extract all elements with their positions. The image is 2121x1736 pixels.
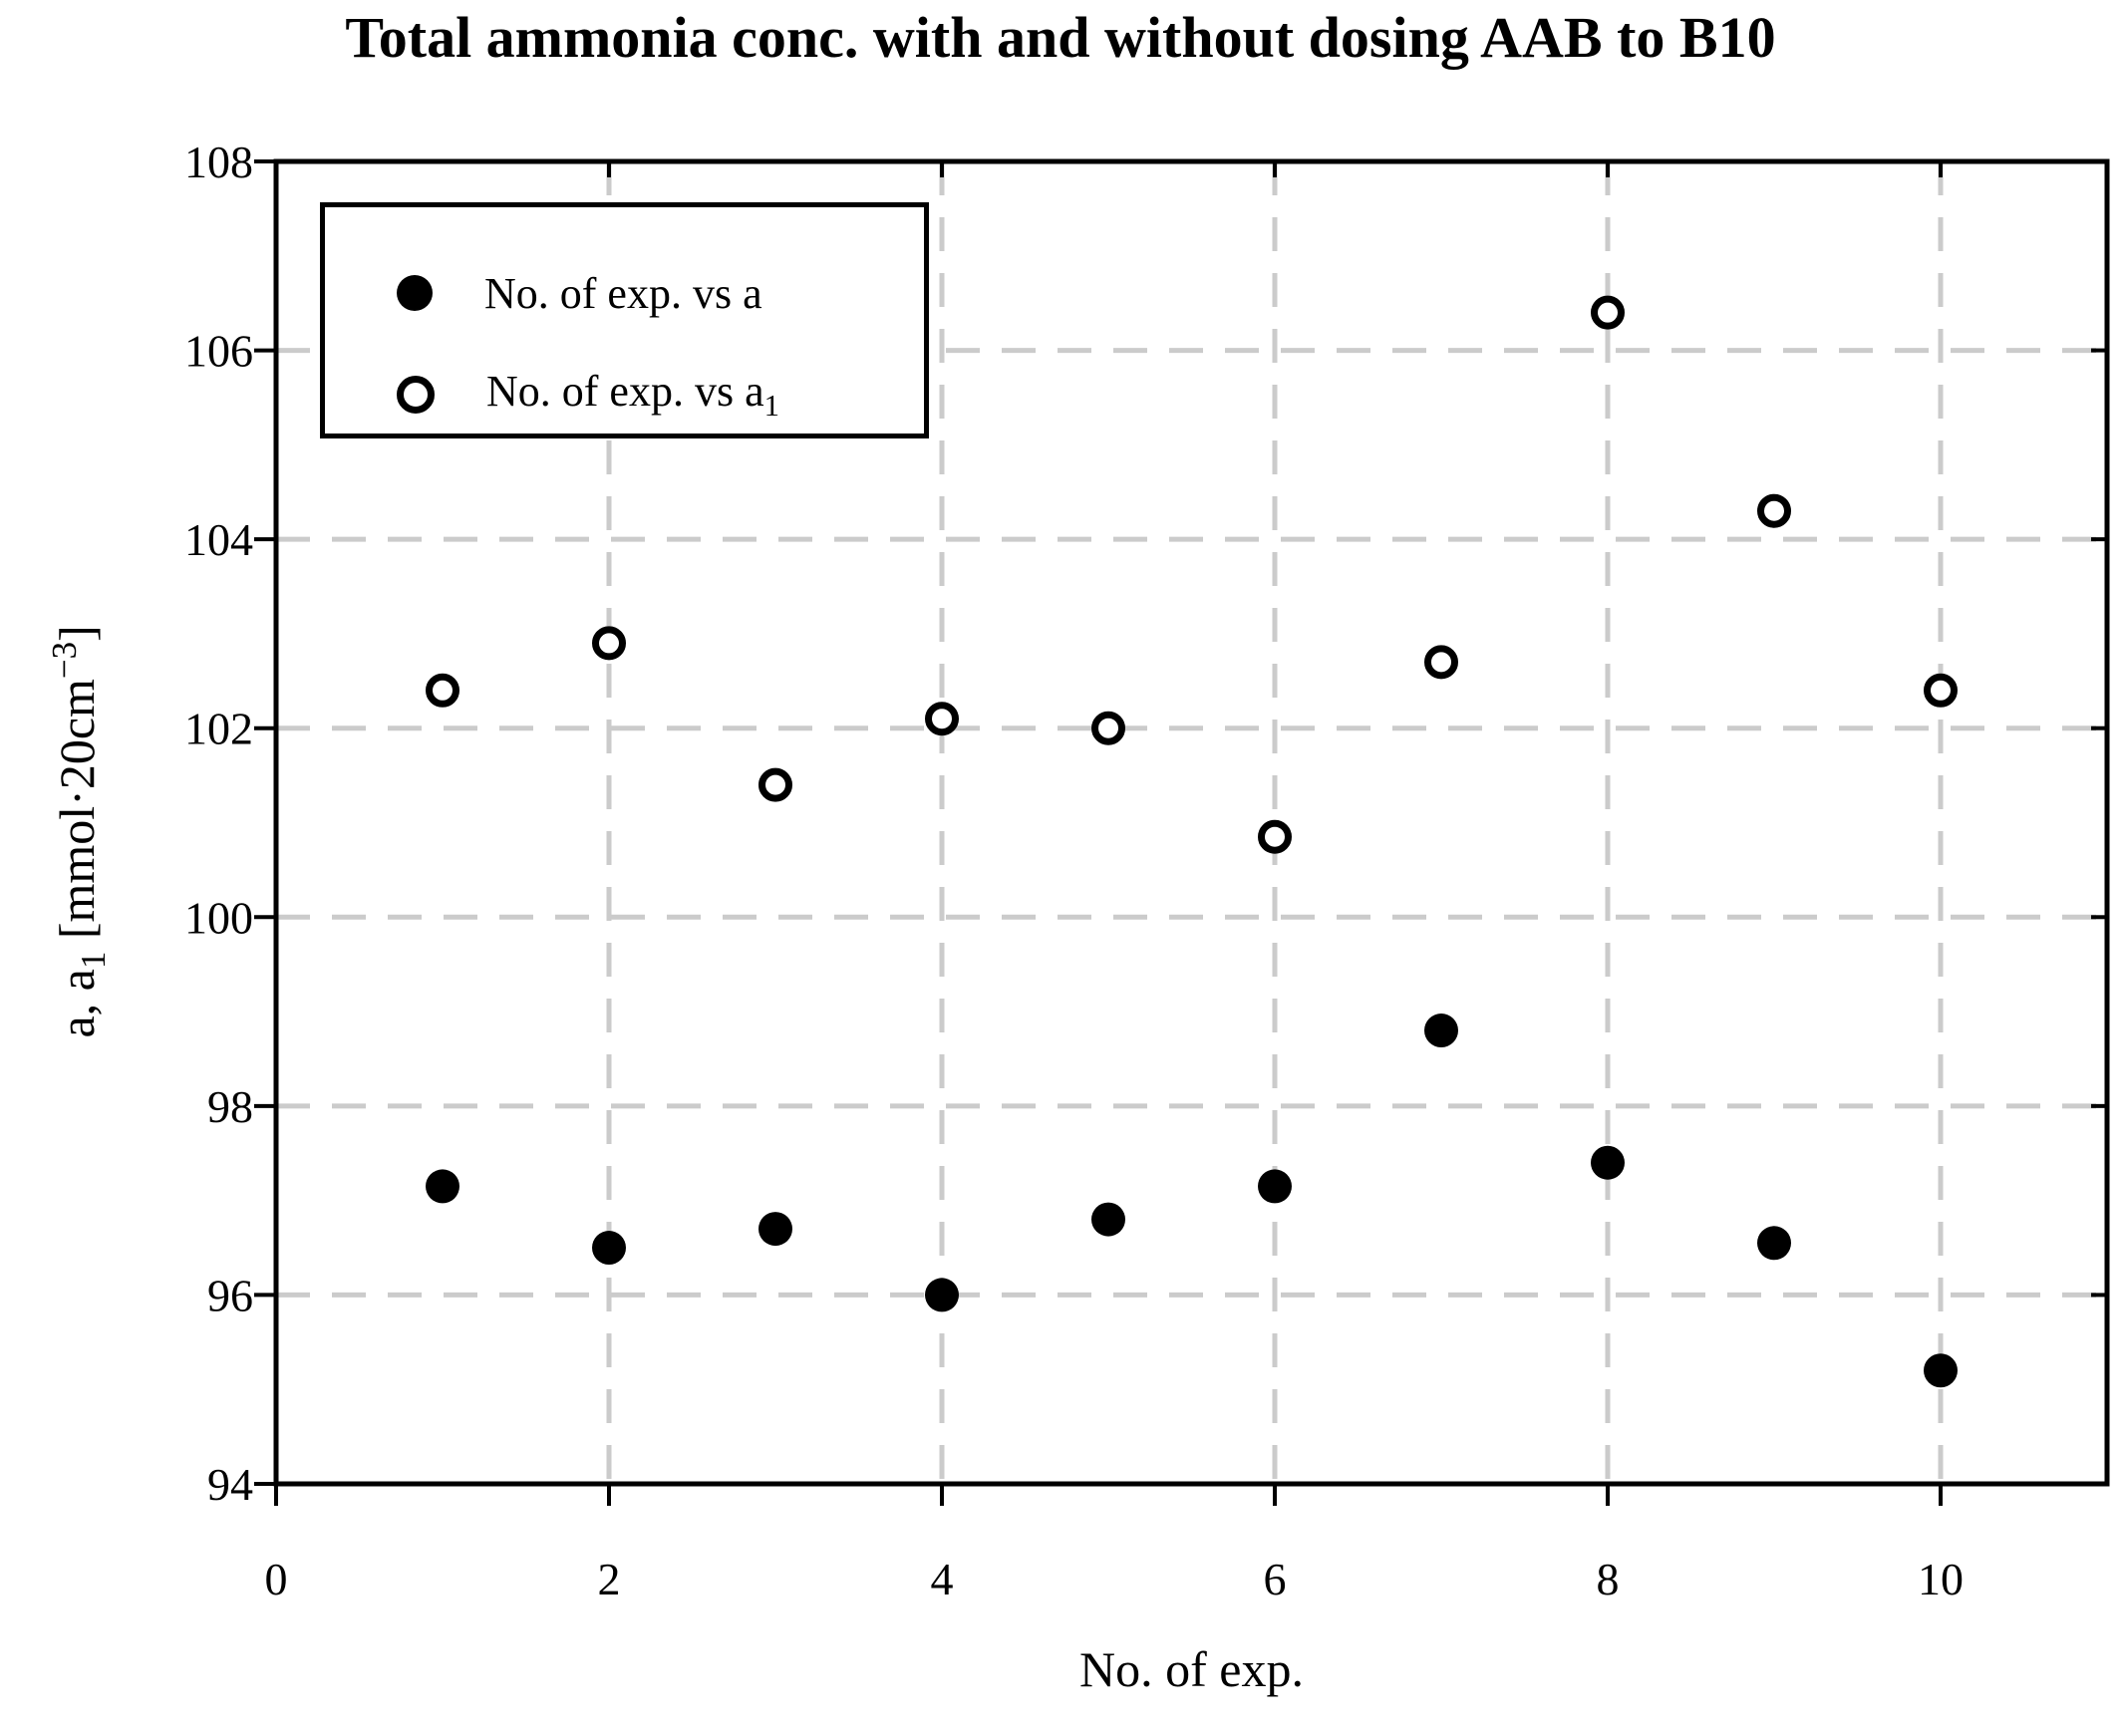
legend-label-text: No. of exp. vs a [486, 367, 764, 417]
data-point-a [1258, 1169, 1292, 1204]
y-tick-label: 104 [184, 514, 253, 565]
y-axis-title-part: −3 [45, 641, 85, 680]
plot-frame [273, 158, 2110, 1487]
x-tick-label: 2 [598, 1554, 621, 1604]
data-point-a [1424, 1013, 1458, 1048]
y-tick-label: 106 [184, 326, 253, 377]
legend-label-subscript: 1 [763, 388, 780, 423]
x-tick-label: 0 [265, 1554, 288, 1604]
y-tick-label: 108 [184, 137, 253, 187]
x-tick-label: 6 [1264, 1554, 1287, 1604]
filled-circle-marker-icon [397, 275, 433, 311]
legend-item-a: No. of exp. vs a [325, 253, 924, 333]
data-point-a1 [592, 626, 626, 661]
chart-title: Total ammonia conc. with and without dos… [345, 5, 1776, 70]
legend-label-a1: No. of exp. vs a1 [486, 366, 779, 424]
y-tick-label: 96 [207, 1270, 253, 1320]
data-point-a [925, 1278, 959, 1312]
data-point-a1 [426, 673, 459, 708]
x-tick-label: 10 [1918, 1554, 1964, 1604]
legend-item-a1: No. of exp. vs a1 [325, 355, 924, 434]
legend-label-text: No. of exp. vs a [484, 268, 762, 318]
data-point-a1 [925, 702, 959, 736]
data-point-a1 [1757, 493, 1791, 528]
y-tick-label: 94 [207, 1459, 253, 1510]
x-tick-label: 8 [1597, 1554, 1620, 1604]
y-axis-title: a, a1 [mmol·20cm−3] [45, 170, 114, 1493]
data-point-a1 [1091, 711, 1125, 745]
y-tick-label: 100 [184, 892, 253, 943]
data-point-a [592, 1231, 626, 1266]
data-point-a [1757, 1226, 1791, 1261]
data-point-a1 [1424, 645, 1458, 680]
open-circle-marker-icon [397, 376, 435, 414]
legend: No. of exp. vs a No. of exp. vs a1 [320, 202, 929, 438]
data-point-a [426, 1169, 459, 1204]
y-axis-title-part: a, a [48, 969, 105, 1038]
x-axis-title: No. of exp. [1079, 1641, 1304, 1697]
data-point-a [758, 1212, 792, 1247]
x-tick-label: 4 [931, 1554, 954, 1604]
data-point-a [1924, 1353, 1958, 1388]
data-point-a1 [1258, 819, 1292, 854]
data-point-a1 [1591, 295, 1625, 330]
legend-label-a: No. of exp. vs a [484, 268, 762, 319]
data-point-a [1591, 1145, 1625, 1180]
y-axis-title-part: ] [48, 625, 105, 642]
data-point-a1 [1924, 673, 1958, 708]
y-tick-label: 102 [184, 704, 253, 754]
y-axis-title-part: [mmol·20cm [48, 679, 105, 952]
data-point-a1 [758, 767, 792, 802]
y-tick-label: 98 [207, 1081, 253, 1132]
data-point-a [1091, 1202, 1125, 1237]
y-axis-title-part: 1 [73, 951, 113, 970]
